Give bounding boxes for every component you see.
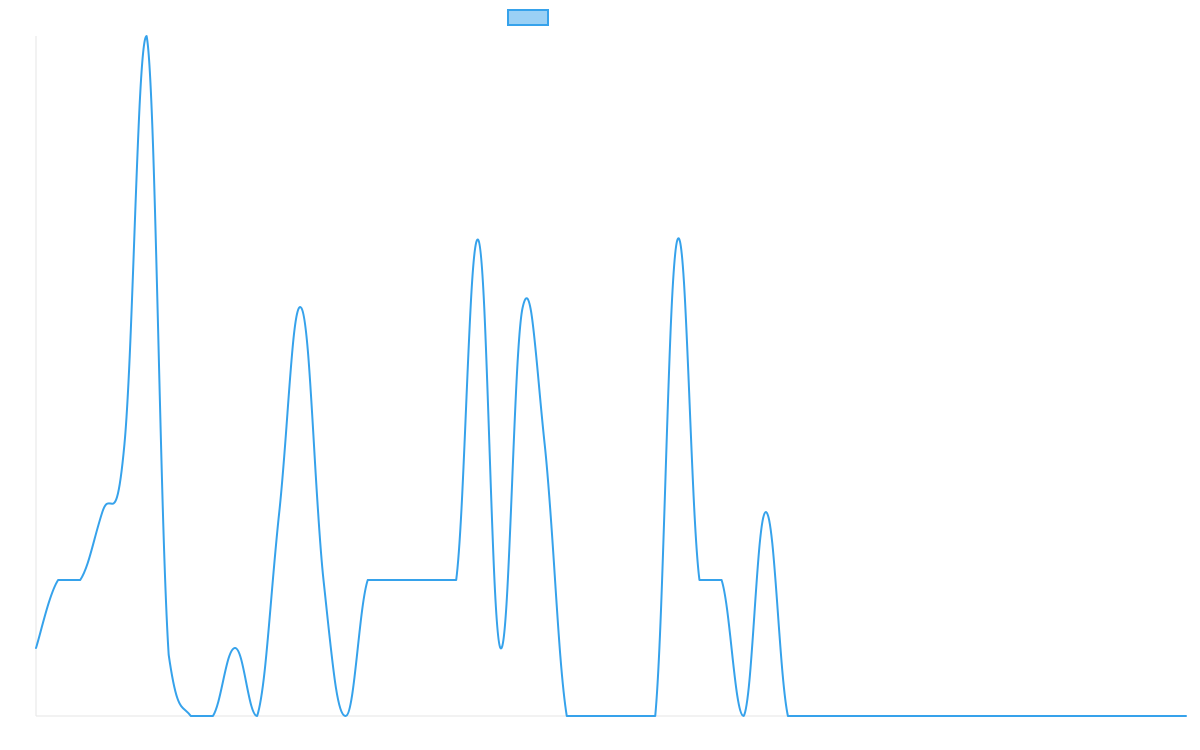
data-point[interactable] (143, 32, 151, 40)
data-point[interactable] (275, 508, 283, 516)
data-point[interactable] (961, 712, 969, 720)
data-point[interactable] (452, 576, 460, 584)
data-point[interactable] (1005, 712, 1013, 720)
data-point[interactable] (474, 236, 482, 244)
data-point[interactable] (496, 644, 504, 652)
data-point[interactable] (297, 304, 305, 312)
data-point[interactable] (342, 712, 350, 720)
data-point[interactable] (983, 712, 991, 720)
legend-swatch[interactable] (507, 9, 549, 26)
data-point[interactable] (408, 576, 416, 584)
data-point[interactable] (1116, 712, 1124, 720)
data-point[interactable] (1182, 712, 1190, 720)
data-point[interactable] (320, 576, 328, 584)
data-point[interactable] (585, 712, 593, 720)
data-point[interactable] (563, 712, 571, 720)
data-point[interactable] (828, 712, 836, 720)
data-point[interactable] (1094, 712, 1102, 720)
data-point[interactable] (519, 304, 527, 312)
data-point[interactable] (209, 712, 217, 720)
data-point[interactable] (32, 644, 40, 652)
data-point[interactable] (1027, 712, 1035, 720)
data-point[interactable] (629, 712, 637, 720)
data-point[interactable] (364, 576, 372, 584)
data-point[interactable] (673, 236, 681, 244)
data-point[interactable] (607, 712, 615, 720)
data-point[interactable] (850, 712, 858, 720)
data-point[interactable] (762, 508, 770, 516)
data-point[interactable] (187, 712, 195, 720)
data-point[interactable] (806, 712, 814, 720)
data-point[interactable] (1138, 712, 1146, 720)
data-point[interactable] (784, 712, 792, 720)
data-point[interactable] (541, 440, 549, 448)
data-point[interactable] (1071, 712, 1079, 720)
data-point[interactable] (165, 651, 173, 659)
data-point[interactable] (939, 712, 947, 720)
data-point[interactable] (120, 440, 128, 448)
data-point[interactable] (1160, 712, 1168, 720)
data-point[interactable] (231, 644, 239, 652)
data-point[interactable] (872, 712, 880, 720)
data-point[interactable] (54, 576, 62, 584)
data-point[interactable] (98, 508, 106, 516)
data-point[interactable] (386, 576, 394, 584)
data-point[interactable] (718, 576, 726, 584)
data-point[interactable] (1049, 712, 1057, 720)
data-point[interactable] (253, 712, 261, 720)
data-point[interactable] (430, 576, 438, 584)
series-layer (32, 32, 1190, 720)
data-point[interactable] (651, 712, 659, 720)
data-point[interactable] (695, 576, 703, 584)
legend[interactable] (507, 9, 549, 26)
data-point[interactable] (895, 712, 903, 720)
data-point[interactable] (740, 712, 748, 720)
series-line-0 (35, 35, 1187, 717)
data-point[interactable] (76, 576, 84, 584)
data-point[interactable] (917, 712, 925, 720)
